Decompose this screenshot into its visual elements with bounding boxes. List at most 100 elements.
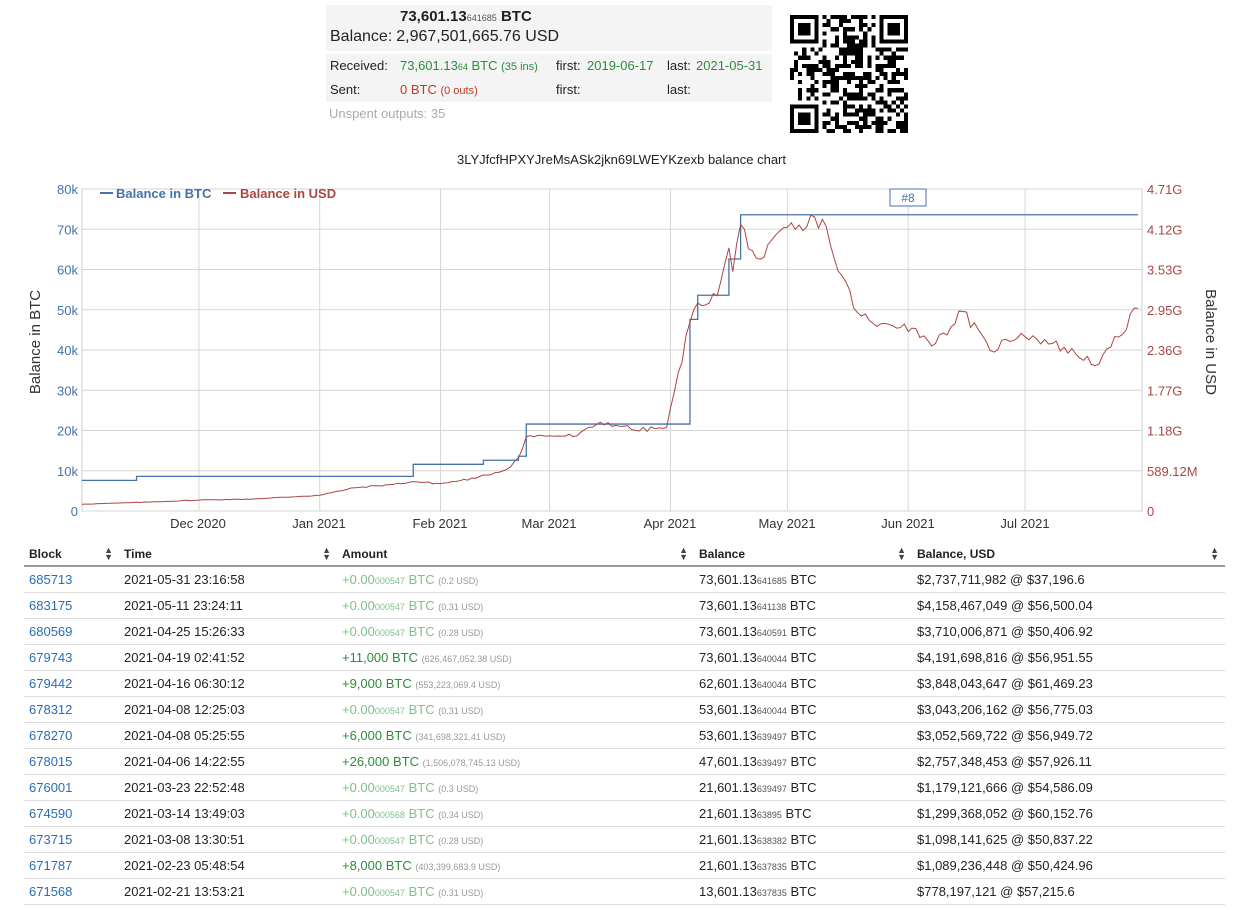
x-tick-label: Jan 2021 (292, 516, 346, 530)
sent-label: Sent: (330, 82, 361, 97)
amount-main: +6,000 (342, 728, 383, 743)
balance-main: 73,601.13 (699, 650, 757, 665)
tx-balance: 73,601.13641685 BTC (694, 566, 912, 593)
block-link[interactable]: 678312 (24, 696, 119, 723)
table-row: 671568 2021-02-21 13:53:21 +0.00000547 BTC… (24, 878, 1225, 905)
balance-small: 637835 (756, 862, 787, 872)
tx-amount: +9,000 BTC (553,223,069.4 USD) (337, 670, 694, 697)
tx-balance-usd: $1,098,141,625 @ $50,837.22 (912, 826, 1225, 853)
balance-btc-small: 641685 (466, 13, 497, 23)
amount-main: +0.00 (342, 702, 375, 717)
block-link[interactable]: 679743 (24, 644, 119, 671)
tx-amount: +11,000 BTC (626,467,052.38 USD) (337, 644, 694, 671)
block-link[interactable]: 671787 (24, 852, 119, 879)
tx-amount: +6,000 BTC (341,698,321.41 USD) (337, 722, 694, 749)
y-tick-label: 40k (57, 343, 78, 358)
y2-tick-label: 2.36G (1147, 343, 1182, 358)
balance-small: 641138 (756, 602, 787, 612)
table-row: 680569 2021-04-25 15:26:33 +0.00000547 BTC… (24, 618, 1225, 645)
col-header-time[interactable]: Time ▲ ▼ (119, 543, 337, 567)
legend-usd-label[interactable]: Balance in USD (240, 186, 336, 201)
amount-usd: (0.2 USD) (438, 576, 479, 586)
table-row: 673715 2021-03-08 13:30:51 +0.00000547 BTC… (24, 826, 1225, 853)
chart-axes: 0 0 10k 589.12M 20k 1.18G 30k 1.77G 40k 2.36G 50k 2… (57, 182, 1198, 530)
balance-small: 640591 (756, 628, 787, 638)
amount-unit: BTC (408, 806, 435, 821)
balance-unit: BTC (790, 858, 817, 873)
tx-balance: 62,601.13640044 BTC (694, 670, 912, 697)
amount-main: +9,000 (342, 676, 383, 691)
tx-amount: +0.00000547 BTC (0.2 USD) (337, 566, 694, 593)
amount-unit: BTC (392, 754, 419, 769)
y-tick-label: 0 (71, 504, 78, 519)
balance-small: 639497 (756, 784, 787, 794)
amount-small: 000568 (374, 810, 405, 820)
amount-small: 000547 (374, 784, 405, 794)
tx-amount: +0.00000568 BTC (0.34 USD) (337, 800, 694, 827)
block-link[interactable]: 685713 (24, 566, 119, 593)
balance-main: 73,601.13 (699, 624, 757, 639)
amount-usd: (341,698,321.41 USD) (415, 732, 506, 742)
legend-btc-label[interactable]: Balance in BTC (116, 186, 212, 201)
block-link[interactable]: 673715 (24, 826, 119, 853)
block-link[interactable]: 671568 (24, 878, 119, 905)
block-link[interactable]: 676001 (24, 774, 119, 801)
balance-btc-main: 73,601.13 (400, 8, 467, 25)
table-row: 671787 2021-02-23 05:48:54 +8,000 BTC (403… (24, 852, 1225, 879)
sort-icon: ▲ ▼ (679, 545, 688, 562)
sort-icon: ▲ ▼ (897, 545, 906, 562)
tx-amount: +0.00000547 BTC (0.28 USD) (337, 618, 694, 645)
tx-time: 2021-05-31 23:16:58 (119, 566, 337, 593)
sent-outs: (0 outs) (440, 85, 478, 97)
tx-time: 2021-03-23 22:52:48 (119, 774, 337, 801)
balance-unit: BTC (790, 676, 817, 691)
balance-small: 638382 (756, 836, 787, 846)
y2-tick-label: 1.18G (1147, 424, 1182, 439)
block-link[interactable]: 674590 (24, 800, 119, 827)
table-row: 685713 2021-05-31 23:16:58 +0.00000547 BTC… (24, 566, 1225, 593)
amount-usd: (0.28 USD) (438, 836, 484, 846)
balance-unit: BTC (790, 702, 817, 717)
block-link[interactable]: 678015 (24, 748, 119, 775)
received-row: Received: 73,601.1364 BTC (35 ins) first… (326, 54, 772, 78)
tx-time: 2021-03-08 13:30:51 (119, 826, 337, 853)
amount-small: 000547 (374, 628, 405, 638)
chart-series (81, 214, 1139, 505)
col-header-block[interactable]: Block ▲ ▼ (24, 543, 119, 567)
block-link[interactable]: 683175 (24, 592, 119, 619)
col-header-amount[interactable]: Amount ▲ ▼ (337, 543, 694, 567)
tx-balance-usd: $3,052,569,722 @ $56,949.72 (912, 722, 1225, 749)
x-tick-label: Apr 2021 (644, 516, 697, 530)
amount-main: +0.00 (342, 598, 375, 613)
balance-main: 62,601.13 (699, 676, 757, 691)
amount-unit: BTC (408, 572, 435, 587)
col-header-balance[interactable]: Balance ▲ ▼ (694, 543, 912, 567)
tx-balance-usd: $2,757,348,453 @ $57,926.11 (912, 748, 1225, 775)
balance-usd: 2,967,501,665.76 USD (396, 28, 560, 45)
tx-amount: +0.00000547 BTC (0.31 USD) (337, 696, 694, 723)
col-header-balance-usd[interactable]: Balance, USD ▲ ▼ (912, 543, 1225, 567)
tx-amount: +0.00000547 BTC (0.3 USD) (337, 774, 694, 801)
amount-unit: BTC (392, 650, 419, 665)
block-link[interactable]: 678270 (24, 722, 119, 749)
block-link[interactable]: 680569 (24, 618, 119, 645)
tx-balance-usd: $1,089,236,448 @ $50,424.96 (912, 852, 1225, 879)
block-link[interactable]: 679442 (24, 670, 119, 697)
x-tick-label: Dec 2020 (170, 516, 226, 530)
chart-grid (81, 188, 1143, 512)
tx-amount: +0.00000547 BTC (0.28 USD) (337, 826, 694, 853)
y2-tick-label: 589.12M (1147, 464, 1198, 479)
y2-tick-label: 2.95G (1147, 303, 1182, 318)
amount-small: 000547 (374, 888, 405, 898)
amount-main: +0.00 (342, 832, 375, 847)
tx-amount: +8,000 BTC (403,399,683.9 USD) (337, 852, 694, 879)
balance-main: 47,601.13 (699, 754, 757, 769)
tx-balance: 21,601.1363895 BTC (694, 800, 912, 827)
table-row: 676001 2021-03-23 22:52:48 +0.00000547 BTC… (24, 774, 1225, 801)
amount-main: +0.00 (342, 806, 375, 821)
balance-main: 13,601.13 (699, 884, 757, 899)
amount-unit: BTC (385, 728, 412, 743)
received-label: Received: (330, 58, 388, 73)
chart-flag-marker[interactable]: #8 (889, 188, 927, 207)
table-row: 678015 2021-04-06 14:22:55 +26,000 BTC (1,… (24, 748, 1225, 775)
